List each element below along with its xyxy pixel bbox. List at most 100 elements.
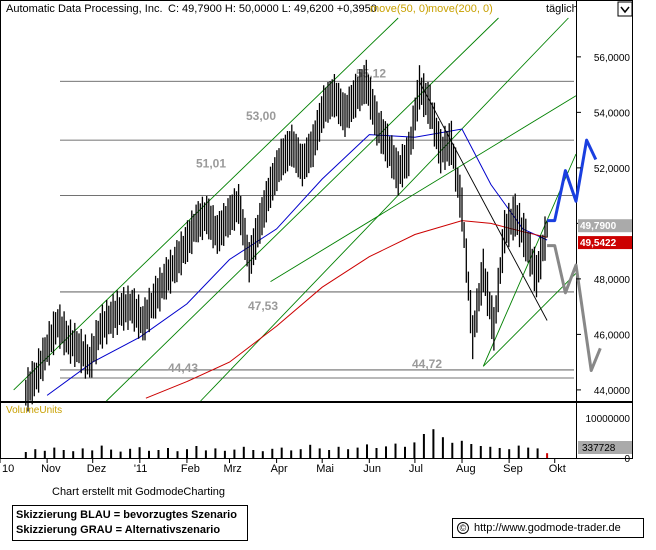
volume-bar: [119, 451, 122, 458]
volume-bar: [441, 437, 444, 458]
volume-bar: [470, 444, 473, 458]
copyright-icon: ©: [457, 522, 469, 534]
volume-bar: [489, 446, 492, 458]
x-tick-label: 10: [2, 463, 14, 475]
volume-tick-label: 10000000: [586, 414, 631, 425]
channel-trendline: [482, 273, 577, 367]
ohlc-readout: C: 49,7900 H: 50,0000 L: 49,6200 +0,3950: [168, 3, 377, 15]
y-tick-label: 46,0000: [594, 330, 631, 341]
x-tick-label: Apr: [271, 463, 288, 475]
volume-bar: [223, 450, 226, 458]
scenario-legend: Skizzierung BLAU = bevorzugtes Szenario …: [12, 505, 248, 541]
volume-bar: [34, 449, 37, 458]
y-tick-label: 48,0000: [594, 275, 631, 286]
volume-badge-value: 337728: [582, 443, 616, 454]
volume-bar: [53, 447, 56, 458]
y-tick-label: 44,0000: [594, 386, 631, 397]
level-label: 47,53: [248, 299, 278, 313]
price-badge-value: 49,7900: [580, 221, 617, 232]
volume-bar: [91, 450, 94, 458]
volume-bar: [233, 449, 236, 458]
level-label: 44,43: [168, 361, 198, 375]
level-label: 55,12: [356, 66, 386, 80]
volume-title: VolumeUnits: [6, 405, 62, 416]
volume-bar: [24, 452, 27, 458]
volume-bar: [167, 448, 169, 458]
volume-bar: [176, 451, 179, 458]
volume-bar: [318, 448, 321, 458]
chart-credit: Chart erstellt mit GodmodeCharting: [52, 486, 226, 498]
volume-bar: [337, 446, 340, 458]
y-tick-label: 56,0000: [594, 53, 631, 64]
volume-bar: [432, 429, 435, 458]
scroll-arrow-icon[interactable]: [617, 1, 633, 17]
volume-bar: [280, 447, 283, 458]
price-badge-last: 49,7900: [578, 219, 632, 233]
level-label: 44,72: [412, 357, 442, 371]
volume-bar: [186, 449, 188, 458]
x-tick-label: Jun: [363, 463, 381, 475]
chart-title: Automatic Data Processing, Inc.: [6, 3, 163, 15]
volume-bar: [309, 444, 312, 458]
level-label: 51,01: [196, 156, 226, 170]
ma50-line: [46, 128, 548, 396]
volume-bar: [138, 447, 141, 458]
legend-blue-scenario: Skizzierung BLAU = bevorzugtes Szenario: [16, 509, 237, 521]
volume-bar: [204, 450, 207, 458]
volume-bar: [451, 442, 454, 458]
price-badge-bg: [578, 219, 632, 233]
ma200-line: [145, 220, 548, 399]
price-badge-ma200: 49,5422: [578, 236, 632, 250]
x-tick-label: '11: [134, 463, 148, 475]
volume-bar: [536, 448, 539, 458]
indicator-ma200-label: move(200, 0): [428, 3, 493, 15]
volume-bar: [385, 446, 387, 458]
price-badge-bg: [578, 236, 632, 250]
blue_scenario-path: [547, 138, 598, 223]
volume-bar: [252, 450, 255, 458]
source-url[interactable]: http://www.godmode-trader.de: [474, 522, 621, 534]
volume-bar: [110, 449, 113, 458]
x-tick-label: Sep: [503, 463, 523, 475]
volume-bar: [43, 450, 46, 458]
volume-bar: [404, 446, 406, 458]
volume-bar: [366, 444, 368, 458]
volume-tick-label: 0: [624, 454, 630, 465]
x-tick-label: Jul: [409, 463, 423, 475]
x-tick-label: Mai: [316, 463, 334, 475]
x-tick-label: Aug: [456, 463, 476, 475]
volume-bar: [413, 442, 416, 458]
volume-bar: [290, 450, 293, 458]
volume-bar: [299, 449, 302, 458]
gray_scenario-path: [547, 244, 602, 372]
volume-bar: [347, 449, 350, 458]
x-tick-label: Dez: [87, 463, 107, 475]
price-badge-value: 49,5422: [580, 238, 617, 249]
volume-badge: 337728: [578, 441, 632, 454]
source-link[interactable]: © http://www.godmode-trader.de: [452, 518, 644, 538]
volume-bar: [498, 448, 501, 458]
volume-bar: [148, 450, 150, 458]
volume-bar: [508, 449, 511, 458]
volume-bar: [375, 448, 378, 458]
volume-bar: [214, 448, 217, 458]
volume-bar: [242, 446, 245, 458]
volume-bar: [195, 446, 198, 458]
price-panel-frame: [0, 0, 577, 402]
volume-bar: [517, 445, 520, 458]
x-tick-label: Mrz: [223, 463, 241, 475]
volume-bar: [271, 448, 274, 458]
x-tick-label: Nov: [41, 463, 61, 475]
channel-trendline: [270, 95, 577, 283]
volume-bar: [356, 447, 359, 458]
period-label: täglich: [546, 3, 578, 15]
x-tick-label: Feb: [181, 463, 200, 475]
legend-gray-scenario: Skizzierung GRAU = Alternativszenario: [16, 524, 221, 536]
volume-bar: [100, 445, 103, 458]
y-tick-label: 52,0000: [594, 164, 631, 175]
x-tick-label: Okt: [549, 463, 566, 475]
volume-bar: [546, 453, 549, 458]
volume-badge-bg: [578, 441, 632, 454]
indicator-ma50-label: move(50, 0): [370, 3, 429, 15]
